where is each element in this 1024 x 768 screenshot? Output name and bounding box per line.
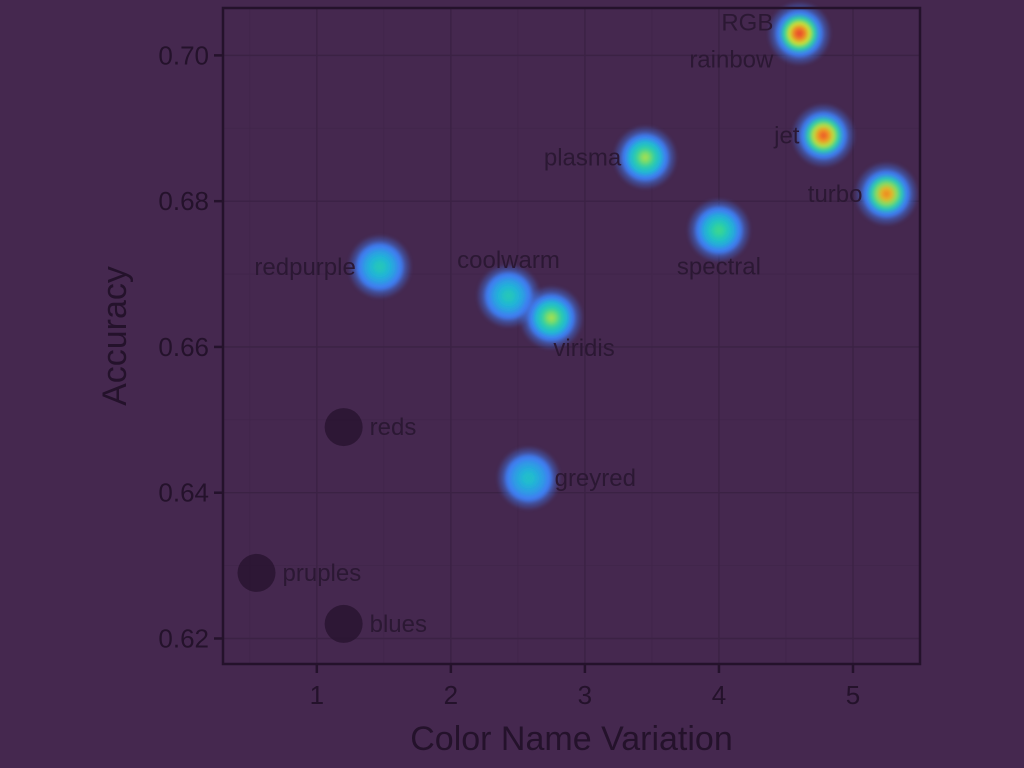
x-tick-label: 2 — [444, 680, 458, 710]
data-points — [237, 3, 917, 643]
x-tick-label: 5 — [846, 680, 860, 710]
data-point — [688, 200, 749, 261]
y-tick-label: 0.66 — [158, 332, 209, 362]
data-point — [521, 287, 582, 348]
data-point — [793, 105, 854, 166]
point-label: viridis — [553, 335, 614, 362]
data-point — [769, 3, 830, 64]
point-marker — [324, 408, 363, 447]
data-point — [324, 408, 363, 447]
y-tick-label: 0.64 — [158, 478, 209, 508]
x-axis-title: Color Name Variation — [410, 720, 733, 758]
point-label: blues — [370, 611, 427, 638]
axis-ticks: 1 2 3 4 5 0.62 0.64 0.66 0.68 0.70 — [158, 40, 860, 710]
point-label: greyred — [555, 465, 636, 492]
point-heat-ring — [524, 474, 533, 483]
point-label: reds — [370, 414, 417, 441]
y-tick-label: 0.62 — [158, 623, 209, 653]
point-marker — [324, 604, 363, 643]
data-point — [615, 127, 676, 188]
plot-frame — [221, 6, 922, 666]
point-heat-ring — [819, 131, 828, 140]
point-label: RGB — [721, 10, 773, 37]
data-point — [498, 448, 559, 509]
point-heat-ring — [795, 29, 804, 38]
point-label: pruples — [283, 560, 362, 587]
x-tick-label: 4 — [712, 680, 726, 710]
point-heat-ring — [547, 313, 556, 322]
point-heat-ring — [504, 291, 513, 300]
point-heat-ring — [882, 189, 891, 198]
y-tick-label: 0.70 — [158, 40, 209, 70]
point-marker — [237, 553, 276, 592]
data-point — [478, 265, 539, 326]
data-point — [856, 163, 917, 224]
point-label: spectral — [677, 253, 761, 280]
point-heat-ring — [714, 226, 723, 235]
point-label: turbo — [808, 181, 863, 208]
point-label: redpurple — [254, 254, 355, 281]
grid — [223, 8, 920, 664]
data-point — [237, 553, 276, 592]
x-tick-label: 1 — [310, 680, 324, 710]
data-point — [324, 604, 363, 643]
y-tick-label: 0.68 — [158, 186, 209, 216]
x-tick-label: 3 — [578, 680, 592, 710]
point-labels: RGB rainbow jet turbo plasma spectral redpurpl… — [254, 10, 862, 638]
point-label: plasma — [544, 144, 622, 171]
point-label: rainbow — [689, 47, 774, 74]
data-point — [349, 236, 410, 297]
y-axis-title: Accuracy — [96, 266, 134, 406]
point-label: coolwarm — [457, 247, 560, 274]
point-heat-ring — [375, 262, 384, 271]
point-heat-ring — [641, 153, 650, 162]
point-label: jet — [773, 123, 800, 150]
